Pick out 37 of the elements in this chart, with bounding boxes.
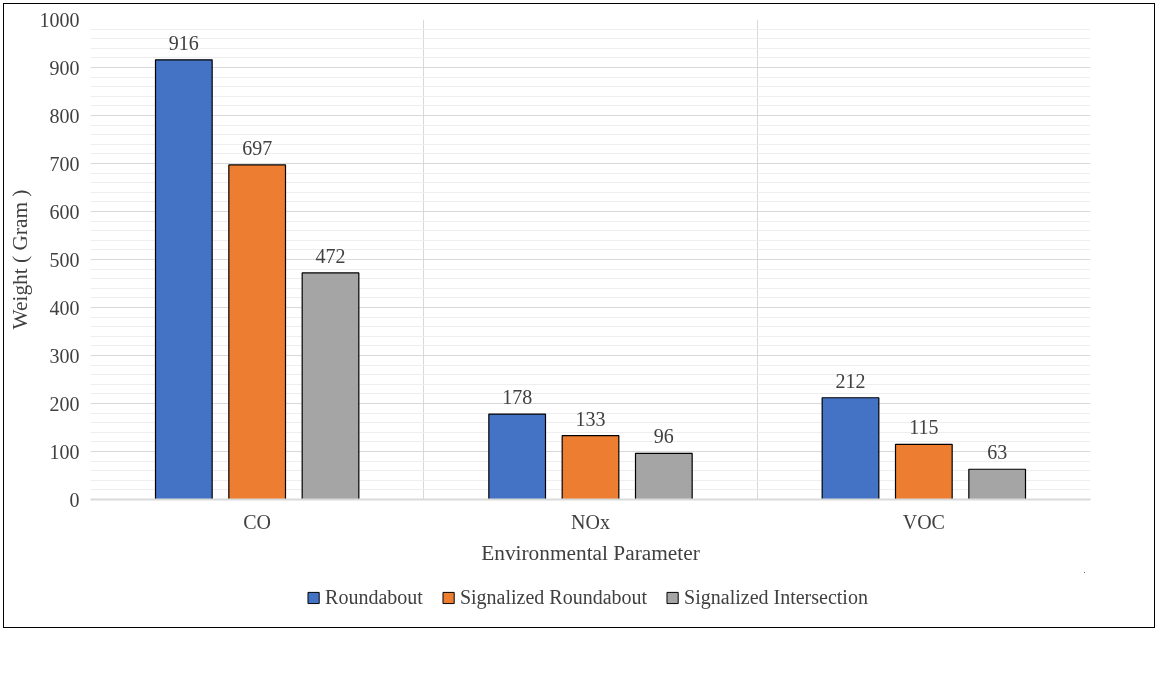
y-axis-title: Weight ( Gram ) bbox=[7, 189, 32, 330]
y-tick-label: 800 bbox=[49, 104, 80, 127]
x-tick-label: VOC bbox=[902, 510, 945, 533]
x-tick-label: CO bbox=[243, 510, 272, 533]
x-axis-title: Environmental Parameter bbox=[481, 540, 700, 565]
data-label: 178 bbox=[502, 386, 533, 409]
bar bbox=[301, 272, 360, 500]
bar bbox=[634, 452, 693, 500]
data-label: 133 bbox=[575, 407, 606, 430]
bar bbox=[561, 435, 620, 500]
y-tick-label: 200 bbox=[49, 392, 80, 415]
y-tick-label: 900 bbox=[49, 56, 80, 79]
y-tick-label: 1000 bbox=[39, 8, 80, 31]
y-tick-label: 400 bbox=[49, 296, 80, 319]
bar bbox=[894, 443, 953, 500]
data-label: 472 bbox=[315, 244, 346, 267]
y-tick-label: 0 bbox=[69, 488, 80, 511]
data-label: 115 bbox=[909, 416, 939, 439]
y-tick-label: 600 bbox=[49, 200, 80, 223]
y-tick-label: 500 bbox=[49, 248, 80, 271]
x-tick-label: NOx bbox=[571, 510, 610, 533]
bar bbox=[488, 413, 547, 500]
y-tick-label: 300 bbox=[49, 344, 80, 367]
bar bbox=[968, 468, 1027, 500]
data-label: 212 bbox=[835, 369, 866, 392]
bar bbox=[228, 164, 287, 500]
y-tick-label: 100 bbox=[49, 440, 80, 463]
data-label: 916 bbox=[168, 31, 199, 54]
data-label: 63 bbox=[987, 441, 1008, 464]
data-label: 697 bbox=[242, 136, 273, 159]
bar bbox=[154, 59, 213, 500]
data-label: 96 bbox=[653, 425, 674, 448]
legend-label: Signalized Roundabout bbox=[459, 585, 648, 609]
legend-label: Signalized Intersection bbox=[684, 585, 868, 609]
y-tick-label: 700 bbox=[49, 152, 80, 175]
bar bbox=[821, 397, 880, 500]
legend-label: Roundabout bbox=[325, 585, 423, 609]
